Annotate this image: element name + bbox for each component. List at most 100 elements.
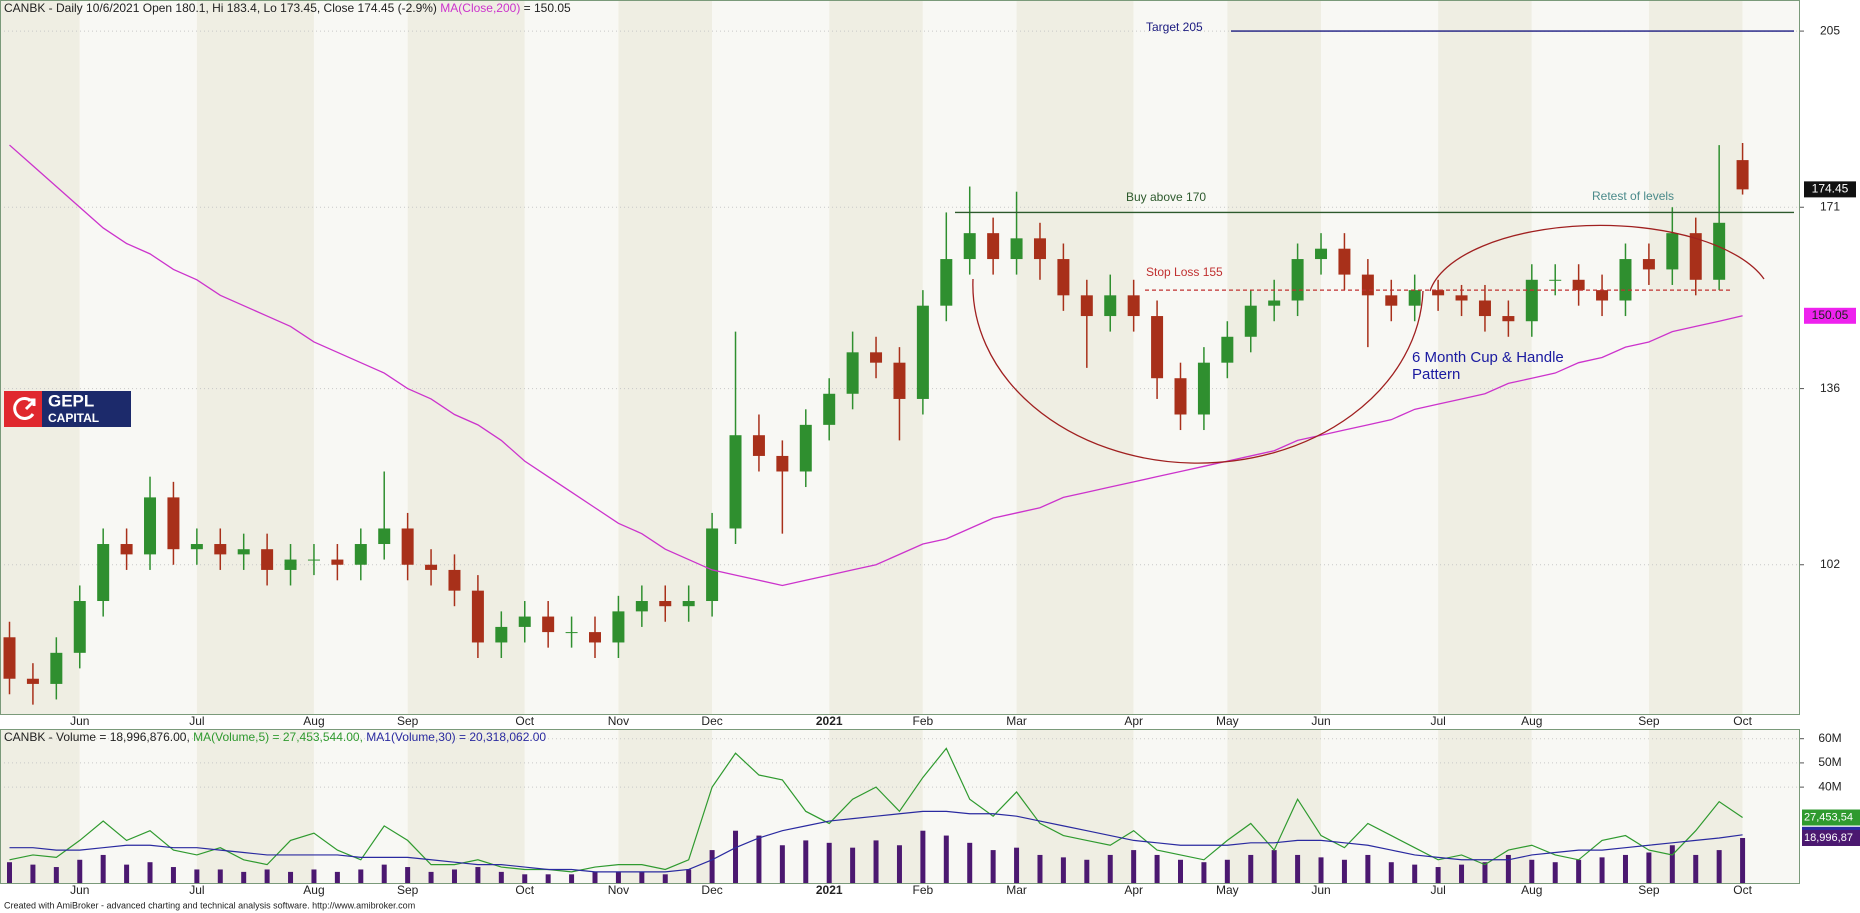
candle-body bbox=[1736, 160, 1749, 190]
month-band bbox=[1227, 0, 1322, 715]
candle-body bbox=[401, 528, 414, 565]
month-band bbox=[524, 0, 619, 715]
candle-body bbox=[1033, 238, 1046, 260]
x-tick-label: May bbox=[1216, 883, 1239, 897]
candle-body bbox=[1478, 300, 1491, 317]
x-tick-label: Mar bbox=[1006, 714, 1027, 728]
price-box bbox=[1804, 181, 1856, 198]
volume-bar bbox=[1318, 857, 1324, 884]
month-band bbox=[712, 729, 830, 884]
candle-body bbox=[1666, 233, 1679, 270]
month-band bbox=[1531, 0, 1649, 715]
price-box-label: 150.05 bbox=[1812, 308, 1849, 322]
candle-body bbox=[1385, 295, 1398, 306]
candle-body bbox=[190, 544, 203, 550]
candle-body bbox=[120, 544, 133, 555]
x-tick-label: Jun bbox=[70, 714, 89, 728]
candle-body bbox=[378, 528, 391, 545]
volume-bar bbox=[1412, 864, 1418, 884]
candle-body bbox=[1010, 238, 1023, 260]
x-tick-label: Oct bbox=[515, 883, 534, 897]
month-band bbox=[1438, 0, 1532, 715]
x-tick-label: Dec bbox=[701, 714, 722, 728]
candle-body bbox=[1525, 279, 1538, 322]
x-tick-label: Feb bbox=[913, 714, 934, 728]
volume-bar bbox=[873, 840, 879, 884]
volume-box-label: 27,453,54 bbox=[1804, 811, 1853, 823]
x-tick-label: Aug bbox=[1521, 714, 1542, 728]
candle-body bbox=[261, 549, 274, 570]
month-band bbox=[1133, 0, 1228, 715]
candle-body bbox=[963, 233, 976, 260]
candle-body bbox=[682, 601, 695, 607]
candle-body bbox=[97, 544, 110, 602]
candle-body bbox=[1572, 279, 1585, 291]
candle-body bbox=[1244, 305, 1257, 337]
x-tick-label: Oct bbox=[1733, 883, 1752, 897]
volume-ma-line bbox=[9, 810, 1743, 873]
footer: Created with AmiBroker - advanced charti… bbox=[4, 900, 415, 910]
volume-bar bbox=[1529, 859, 1535, 884]
logo-icon bbox=[4, 391, 42, 427]
logo-line2: CAPITAL bbox=[48, 411, 99, 425]
volume-bar bbox=[1014, 847, 1020, 884]
y-tick-label: 171 bbox=[1820, 199, 1840, 213]
ma-value: = 150.05 bbox=[524, 1, 571, 15]
volume-box bbox=[1802, 809, 1860, 826]
x-tick-label: Aug bbox=[303, 714, 324, 728]
candle-body bbox=[1338, 248, 1351, 275]
month-band bbox=[618, 729, 713, 884]
volume-bar bbox=[498, 871, 504, 884]
volume-bar bbox=[264, 869, 270, 884]
volume-title: CANBK - Volume = 18,996,876.00, bbox=[4, 730, 190, 744]
candle-body bbox=[1596, 290, 1609, 301]
volume-bar bbox=[756, 835, 762, 884]
annotation-text: Buy above 170 bbox=[1126, 190, 1206, 204]
price-header: CANBK - Daily 10/6/2021 Open 180.1, Hi 1… bbox=[4, 1, 571, 15]
price-title: CANBK - Daily 10/6/2021 Open 180.1, Hi 1… bbox=[4, 1, 437, 15]
volume-bar bbox=[1295, 854, 1301, 884]
candle-body bbox=[1221, 336, 1234, 363]
month-band bbox=[712, 0, 830, 715]
volume-bar bbox=[1669, 845, 1675, 884]
volume-bar bbox=[1341, 859, 1347, 884]
candle-body bbox=[659, 601, 672, 607]
y-tick-label: 40M bbox=[1818, 779, 1841, 793]
volume-bar bbox=[896, 845, 902, 884]
month-band bbox=[524, 729, 619, 884]
volume-bar bbox=[733, 830, 739, 884]
volume-bar bbox=[1154, 854, 1160, 884]
candle-body bbox=[1619, 259, 1632, 301]
volume-ma30-legend: MA1(Volume,30) = 20,318,062.00 bbox=[366, 730, 546, 744]
candle-body bbox=[1432, 290, 1445, 296]
volume-bar bbox=[217, 869, 223, 884]
x-tick-label: Oct bbox=[515, 714, 534, 728]
candle-body bbox=[354, 544, 367, 565]
volume-bar bbox=[1716, 850, 1722, 884]
x-tick-label: Nov bbox=[608, 883, 629, 897]
candle-body bbox=[893, 362, 906, 399]
x-tick-label: Sep bbox=[397, 714, 419, 728]
x-tick-label: Mar bbox=[1006, 883, 1027, 897]
volume-bar bbox=[967, 842, 973, 884]
y-tick-label: 136 bbox=[1820, 381, 1840, 395]
candle-body bbox=[799, 424, 812, 472]
x-tick-label: Jul bbox=[1430, 883, 1445, 897]
candle-body bbox=[1080, 295, 1093, 317]
volume-bar bbox=[615, 871, 621, 884]
candle-body bbox=[307, 559, 320, 561]
candle-body bbox=[425, 564, 438, 570]
candle-body bbox=[635, 601, 648, 612]
candle-body bbox=[1151, 316, 1164, 379]
volume-bar bbox=[943, 835, 949, 884]
volume-bar bbox=[1365, 854, 1371, 884]
month-band bbox=[1321, 729, 1439, 884]
logo-line1: GEPL bbox=[48, 391, 94, 410]
candle-body bbox=[73, 601, 86, 653]
volume-bar bbox=[358, 869, 364, 884]
month-band bbox=[407, 729, 525, 884]
candle-body bbox=[940, 259, 953, 306]
volume-bar bbox=[7, 862, 12, 884]
volume-bar bbox=[1224, 859, 1230, 884]
